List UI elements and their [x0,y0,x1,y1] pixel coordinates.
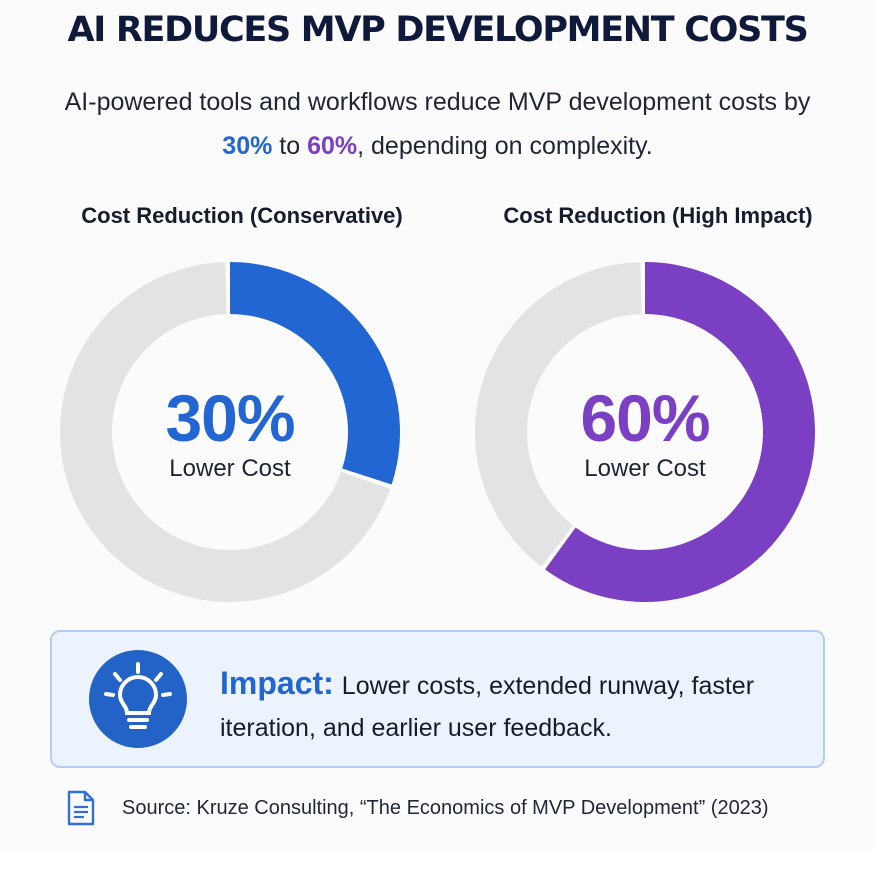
subtitle-text-start: AI-powered tools and workflows reduce MV… [64,88,811,116]
impact-callout: Impact: Lower costs, extended runway, fas… [50,630,825,768]
conservative-donut-center: 30% Lower Cost [110,383,350,483]
conservative-percent-label: 30% [165,381,295,455]
impact-text: Impact: Lower costs, extended runway, fas… [220,662,810,749]
conservative-caption: Lower Cost [169,455,291,482]
high-impact-percent-label: 60% [580,381,710,455]
conservative-donut-track [60,262,391,602]
bottom-strip [0,850,875,875]
high-impact-caption: Lower Cost [584,455,706,482]
source-citation: Source: Kruze Consulting, “The Economics… [66,790,769,826]
document-icon [67,790,95,826]
conservative-donut-value-arc [230,262,400,485]
subtitle-text-end: , depending on complexity. [357,132,653,160]
page-title: AI REDUCES MVP DEVELOPMENT COSTS [67,10,808,50]
lightbulb-icon [89,650,187,748]
page-subtitle: AI-powered tools and workflows reduce MV… [60,80,815,168]
subtitle-high-value: 60% [307,132,358,160]
subtitle-low-value: 30% [222,132,273,160]
high-impact-chart-title: Cost Reduction (High Impact) [503,203,813,228]
conservative-chart-title: Cost Reduction (Conservative) [81,203,403,228]
impact-label: Impact: [220,665,334,701]
high-impact-donut-value-arc [545,262,815,602]
high-impact-donut-track [474,262,642,567]
source-text: Source: Kruze Consulting, “The Economics… [122,796,769,819]
subtitle-connector: to [272,132,308,160]
high-impact-donut-chart [474,262,815,602]
high-impact-donut-center: 60% Lower Cost [525,383,765,483]
impact-description: Lower costs, extended runway, faster ite… [220,672,755,742]
conservative-donut-chart [60,262,400,602]
